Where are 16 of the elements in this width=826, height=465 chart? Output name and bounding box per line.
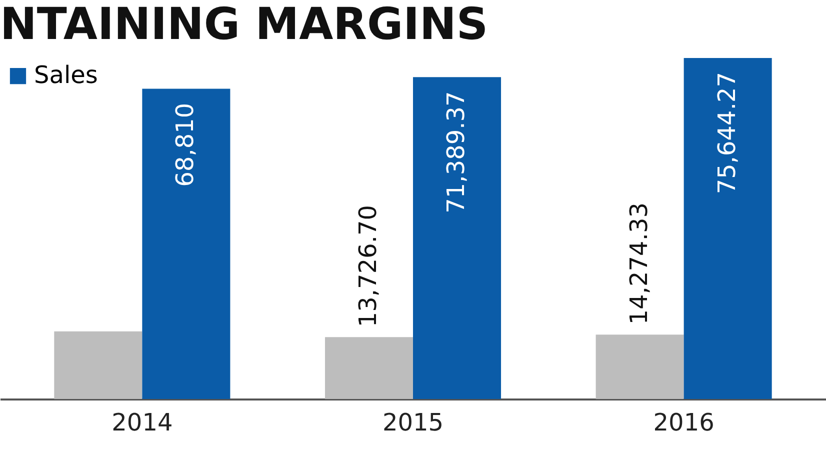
data-label: 68,810 — [171, 102, 200, 187]
data-label: 71,389.37 — [442, 91, 470, 214]
data-label: 14,274.33 — [624, 202, 653, 325]
bar — [684, 58, 772, 399]
bar — [596, 334, 684, 399]
x-tick-label: 2014 — [112, 408, 173, 436]
bar — [54, 331, 142, 399]
data-label: 75,644.27 — [712, 72, 741, 194]
bar — [142, 88, 230, 399]
x-tick-label: 2016 — [653, 408, 714, 436]
chart-title: NTAINING MARGINS — [0, 0, 488, 50]
legend-label: Sales — [34, 61, 98, 89]
bar — [324, 337, 413, 399]
x-tick-label: 2015 — [382, 408, 444, 436]
bar — [413, 77, 502, 399]
data-label: 13,726.70 — [354, 204, 382, 328]
